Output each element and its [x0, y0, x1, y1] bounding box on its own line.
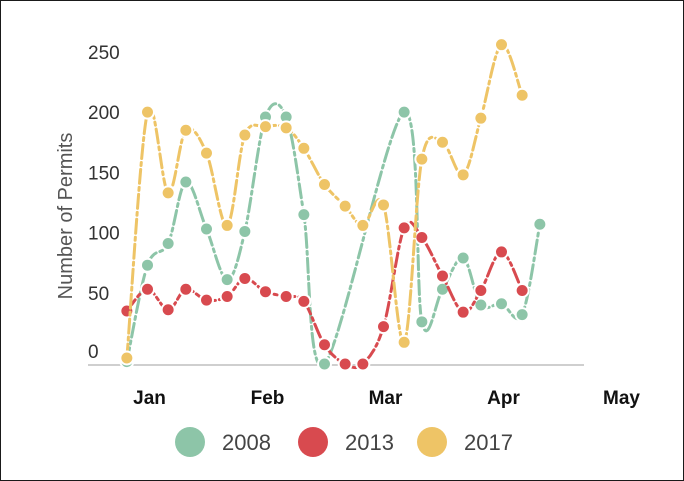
series-line-2008: [125, 102, 542, 368]
data-point-2008: [532, 216, 548, 232]
data-point-2017: [455, 167, 471, 183]
data-point-2017: [119, 350, 135, 366]
y-tick-label: 100: [88, 224, 120, 245]
data-point-2013: [414, 229, 430, 245]
data-point-2017: [514, 87, 530, 103]
data-point-2013: [337, 356, 353, 372]
data-point-2013: [160, 302, 176, 318]
data-point-2017: [178, 122, 194, 138]
data-point-2017: [396, 334, 412, 350]
x-tick-label-may: May: [603, 388, 640, 409]
data-point-2017: [237, 127, 253, 143]
data-point-2008: [317, 356, 332, 372]
legend-item-2013: 2013: [298, 427, 394, 457]
x-tick-label-apr: Apr: [487, 388, 520, 409]
data-point-2017: [296, 140, 312, 156]
legend-label-2013: 2013: [345, 430, 394, 455]
y-tick-label: 50: [88, 284, 109, 305]
x-tick-label-mar: Mar: [369, 388, 403, 409]
data-point-2017: [355, 217, 371, 233]
data-point-2013: [178, 281, 194, 297]
series-line-2017: [125, 43, 524, 360]
data-point-2008: [473, 297, 489, 313]
data-point-2013: [199, 292, 214, 308]
legend-item-2008: 2008: [175, 427, 271, 457]
data-point-2013: [514, 282, 530, 298]
legend-swatch-2008: [175, 427, 205, 457]
data-point-2017: [337, 198, 353, 214]
x-tick-label-feb: Feb: [251, 388, 285, 409]
data-point-2013: [278, 289, 294, 305]
legend-item-2017: 2017: [417, 427, 513, 457]
data-point-2017: [278, 120, 294, 136]
data-point-2017: [140, 104, 155, 120]
data-point-2008: [199, 221, 214, 237]
legend-label-2008: 2008: [222, 430, 271, 455]
data-point-2013: [317, 337, 332, 353]
data-point-2013: [473, 282, 489, 298]
data-point-2017: [199, 145, 214, 161]
data-point-2013: [396, 220, 412, 236]
legend-swatch-2017: [417, 427, 447, 457]
data-point-2008: [414, 314, 430, 330]
data-point-2008: [160, 236, 176, 251]
data-point-2017: [376, 197, 391, 213]
y-tick-label: 200: [88, 103, 120, 124]
data-point-2017: [414, 151, 430, 167]
legend-swatch-2013: [298, 427, 328, 457]
data-point-2008: [296, 207, 312, 223]
data-point-2017: [258, 119, 273, 135]
data-point-2008: [140, 257, 155, 273]
data-point-2008: [237, 223, 253, 239]
legend-label-2017: 2017: [464, 430, 513, 455]
data-point-2017: [160, 185, 176, 201]
data-point-2013: [494, 244, 509, 260]
data-point-2017: [473, 110, 489, 126]
data-point-2013: [455, 304, 471, 320]
data-point-2013: [237, 270, 253, 286]
data-point-2013: [376, 319, 391, 335]
data-point-2013: [219, 289, 235, 305]
series-2013: [119, 220, 530, 372]
y-tick-label: 150: [88, 163, 120, 184]
data-point-2017: [219, 217, 235, 233]
x-tick-label-jan: Jan: [133, 388, 166, 409]
y-tick-label: 250: [88, 43, 120, 64]
series-2017: [119, 37, 530, 366]
data-point-2008: [178, 174, 194, 190]
data-point-2013: [296, 293, 312, 309]
data-point-2013: [258, 284, 273, 300]
data-point-2008: [396, 104, 412, 120]
data-point-2008: [494, 296, 509, 312]
data-point-2013: [355, 356, 371, 372]
data-point-2017: [317, 176, 332, 192]
y-tick-label: 0: [88, 342, 99, 363]
series-2008: [119, 102, 548, 372]
data-point-2017: [435, 134, 450, 150]
y-axis-label: Number of Permits: [55, 133, 77, 300]
data-point-2008: [514, 307, 530, 323]
data-point-2008: [455, 250, 471, 266]
data-point-2008: [219, 272, 235, 288]
data-point-2017: [494, 37, 509, 53]
data-point-2013: [140, 281, 155, 297]
data-point-2013: [435, 268, 450, 284]
